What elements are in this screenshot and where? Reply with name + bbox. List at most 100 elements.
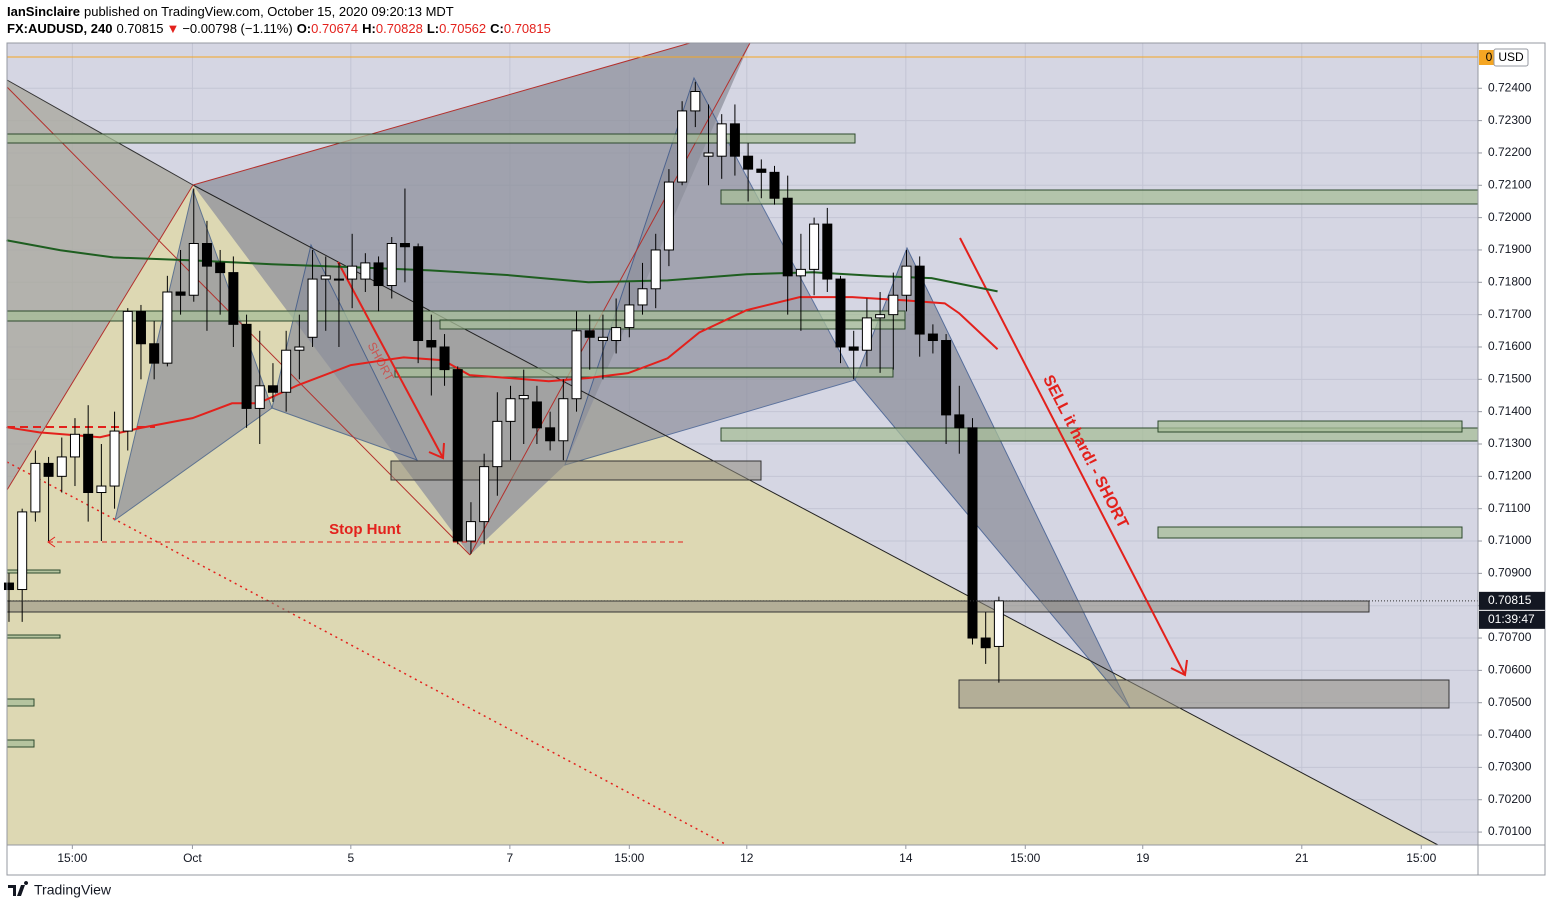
candle-body — [795, 268, 806, 277]
candle-body — [294, 346, 305, 351]
y-tick-label: 0.71000 — [1488, 533, 1532, 547]
candle-body — [188, 243, 199, 296]
candle-body — [399, 243, 410, 248]
moving-average — [6, 239, 998, 293]
y-tick-label: 0.72000 — [1488, 210, 1532, 224]
last-price-box — [1479, 591, 1545, 610]
open: 0.70674 — [311, 21, 358, 36]
candle-body — [452, 369, 463, 542]
candle-body — [822, 223, 833, 280]
candle-body — [333, 278, 344, 281]
candle-body — [122, 310, 133, 432]
y-tick-label: 0.71500 — [1488, 371, 1532, 385]
y-tick-label: 0.72300 — [1488, 113, 1532, 127]
candle-body — [56, 456, 67, 477]
countdown: 01:39:47 — [1488, 612, 1535, 626]
last-price-label: 0.70815 — [1488, 593, 1532, 607]
candle-body — [716, 123, 727, 157]
price-axis — [1478, 43, 1545, 875]
candle-body — [571, 330, 582, 400]
zone — [958, 679, 1450, 709]
candle-body — [729, 123, 740, 157]
candle-body — [993, 600, 1004, 647]
candle-body — [558, 398, 569, 442]
candle-body — [703, 152, 714, 157]
candle-body — [254, 385, 265, 409]
candle-body — [69, 433, 80, 458]
axes: 0.70100 0.70200 0.70300 0.70400 0.70500 0.706… — [57, 80, 1545, 865]
candle-body — [611, 327, 622, 342]
x-tick-label: 12 — [740, 851, 754, 865]
zone — [6, 634, 61, 639]
candle-body — [307, 278, 318, 338]
zone — [6, 133, 856, 144]
moving-average — [6, 296, 999, 439]
plot — [3, 81, 1478, 683]
brand: TradingView — [34, 882, 112, 898]
candle-body — [545, 427, 556, 442]
x-tick-label: 15:00 — [1406, 851, 1436, 865]
zone — [6, 569, 61, 574]
candle-body — [584, 330, 595, 338]
candle-body — [241, 323, 252, 409]
candle-body — [743, 155, 754, 170]
candle-body — [162, 291, 173, 364]
candle-body — [17, 511, 28, 591]
x-tick-label: 5 — [347, 851, 354, 865]
last: 0.70815 — [116, 21, 163, 36]
y-tick-label: 0.70700 — [1488, 630, 1532, 644]
logo — [8, 881, 29, 896]
y-tick-label: 0.71900 — [1488, 242, 1532, 256]
dotted-line — [6, 461, 728, 846]
candle-body — [426, 340, 437, 348]
candle-body — [267, 385, 278, 393]
candle-body — [624, 304, 635, 329]
candle-body — [83, 433, 94, 494]
x-tick-label: 7 — [507, 851, 514, 865]
y-tick-label: 0.71200 — [1488, 469, 1532, 483]
y-tick-label: 0.70300 — [1488, 760, 1532, 774]
candle-body — [861, 317, 872, 351]
countdown-box — [1479, 610, 1545, 629]
close-label: C: — [490, 21, 504, 36]
candle-body — [386, 243, 397, 287]
time-axis — [7, 845, 1478, 875]
y-tick-label: 0.72100 — [1488, 177, 1532, 191]
header-line: IanSinclaire published on TradingView.com… — [7, 4, 454, 19]
currency: USD — [1498, 50, 1524, 64]
arrow-head — [428, 442, 445, 460]
candle-body — [3, 582, 14, 591]
candle-body — [135, 310, 146, 345]
candle-body — [201, 243, 212, 267]
candle-body — [927, 333, 938, 342]
zone — [6, 600, 1370, 613]
candle-body — [281, 349, 292, 393]
x-tick-label: 15:00 — [614, 851, 644, 865]
trend-line — [192, 42, 691, 186]
y-tick-label: 0.70600 — [1488, 663, 1532, 677]
published: published on TradingView.com, October 15… — [84, 4, 454, 19]
candle-body — [479, 466, 490, 523]
x-tick-label: 15:00 — [1010, 851, 1040, 865]
candle-body — [637, 288, 648, 306]
y-tick-label: 0.70500 — [1488, 695, 1532, 709]
candle-body — [531, 401, 542, 429]
candle-body — [597, 336, 608, 342]
candle-body — [967, 427, 978, 639]
candle-body — [439, 346, 450, 371]
candle-body — [109, 430, 120, 487]
x-tick-label: 19 — [1136, 851, 1150, 865]
y-tick-label: 0.71300 — [1488, 436, 1532, 450]
author: IanSinclaire — [7, 4, 80, 19]
candle-body — [175, 291, 186, 296]
candle-body — [954, 414, 965, 429]
candle-body — [848, 346, 859, 351]
candle-body — [901, 265, 912, 296]
zones — [6, 133, 1479, 748]
candle-body — [320, 275, 331, 280]
drawings: SHORT Stop Hunt SELL it hard! - SHORT — [6, 42, 1479, 846]
arrow: ▼ — [166, 21, 179, 36]
arrow-head — [1170, 659, 1188, 677]
